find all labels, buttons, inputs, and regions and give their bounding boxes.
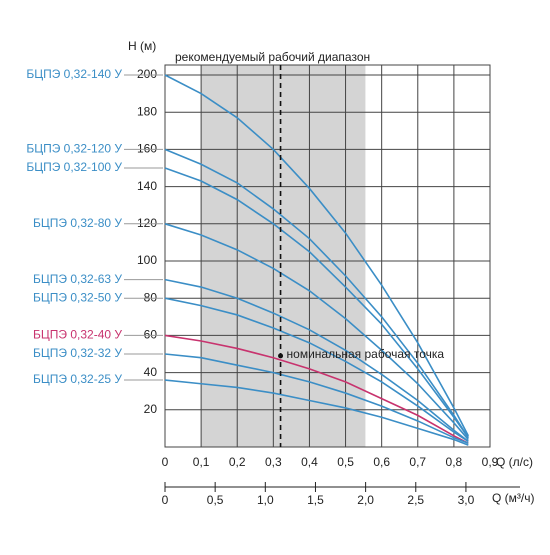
x-tick-label: 0,1 <box>193 455 210 469</box>
y-tick-label: 140 <box>137 179 157 193</box>
nominal-point-label: номинальная рабочая точка <box>287 347 445 361</box>
x-tick-label: 0,7 <box>409 455 426 469</box>
y-tick-label: 200 <box>137 67 157 81</box>
x-axis-label: Q (л/с) <box>496 455 533 469</box>
y-tick-label: 40 <box>144 365 158 379</box>
recommended-range <box>201 65 366 447</box>
legend-label: БЦПЭ 0,32-120 У <box>26 142 122 156</box>
y-tick-label: 120 <box>137 216 157 230</box>
legend-label: БЦПЭ 0,32-25 У <box>33 372 122 386</box>
x2-tick-label: 1,5 <box>307 493 324 507</box>
pump-curve <box>164 223 469 441</box>
legend-label: БЦПЭ 0,32-63 У <box>33 272 122 286</box>
x-tick-label: 0,2 <box>229 455 246 469</box>
legend-label: БЦПЭ 0,32-140 У <box>26 67 122 81</box>
y-tick-label: 60 <box>144 328 158 342</box>
pump-curve <box>164 379 469 446</box>
y-tick-label: 80 <box>144 290 158 304</box>
x2-tick-label: 3,0 <box>458 493 475 507</box>
x-tick-label: 0,3 <box>265 455 282 469</box>
x-tick-label: 0,9 <box>482 455 499 469</box>
y-tick-label: 180 <box>137 104 157 118</box>
legend-label: БЦПЭ 0,32-40 У <box>33 328 122 342</box>
y-tick-label: 100 <box>137 253 157 267</box>
x-tick-label: 0,6 <box>373 455 390 469</box>
x2-axis-label: Q (м³/ч) <box>492 491 535 505</box>
y-tick-label: 160 <box>137 142 157 156</box>
pump-curve <box>164 334 469 444</box>
nominal-point <box>278 353 284 359</box>
x2-tick-label: 0 <box>162 493 169 507</box>
pump-curve <box>164 297 469 443</box>
pump-curve <box>164 74 470 437</box>
x2-tick-label: 0,5 <box>207 493 224 507</box>
legend-label: БЦПЭ 0,32-100 У <box>26 160 122 174</box>
recommended-range-label: рекомендуемый рабочий диапазон <box>175 50 370 64</box>
x-tick-label: 0,5 <box>337 455 354 469</box>
x2-tick-label: 2,0 <box>357 493 374 507</box>
y-tick-label: 20 <box>144 402 158 416</box>
x-tick-label: 0,8 <box>446 455 463 469</box>
plot-frame <box>164 64 491 448</box>
x-tick-label: 0 <box>162 455 169 469</box>
x2-tick-label: 1,0 <box>257 493 274 507</box>
legend-label: БЦПЭ 0,32-80 У <box>33 216 122 230</box>
legend-label: БЦПЭ 0,32-50 У <box>33 290 122 304</box>
pump-curve <box>164 148 470 439</box>
x-tick-label: 0,4 <box>301 455 318 469</box>
pump-curve <box>164 353 469 445</box>
pump-curve <box>164 278 469 443</box>
pump-curve <box>164 167 469 439</box>
legend-label: БЦПЭ 0,32-32 У <box>33 346 122 360</box>
y-axis-label: H (м) <box>128 39 156 53</box>
x2-tick-label: 2,5 <box>407 493 424 507</box>
